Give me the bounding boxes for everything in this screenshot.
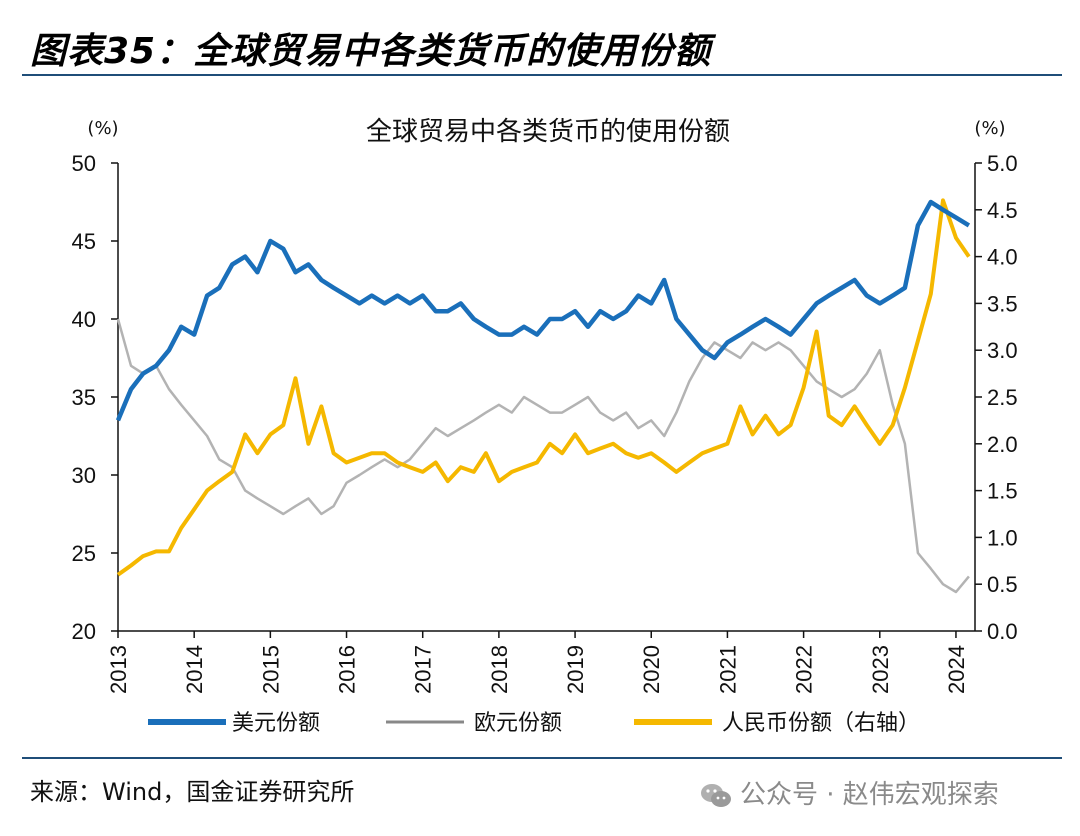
x-tick-label: 2023 bbox=[868, 645, 893, 694]
left-tick-label: 50 bbox=[72, 151, 96, 176]
series-line-2 bbox=[116, 198, 971, 577]
left-tick-label: 30 bbox=[72, 463, 96, 488]
line-chart: 20 25 30 35 40 45 50 0.0 0.5 1.0 1.5 2.0 2.5 3.0 3.5 4.… bbox=[72, 117, 1018, 736]
right-tick-label: 1.5 bbox=[987, 479, 1018, 504]
x-tick-label: 2020 bbox=[639, 645, 664, 694]
x-tick-label: 2022 bbox=[792, 645, 817, 694]
left-tick-label: 25 bbox=[72, 541, 96, 566]
chart-title: 全球贸易中各类货币的使用份额 bbox=[366, 117, 730, 147]
right-tick-label: 2.5 bbox=[987, 385, 1018, 410]
x-tick-label: 2019 bbox=[563, 645, 588, 694]
x-tick-label: 2016 bbox=[335, 645, 360, 694]
left-tick-label: 35 bbox=[72, 385, 96, 410]
watermark: 公众号 · 赵伟宏观探索 bbox=[700, 774, 999, 811]
chart-axes: 20 25 30 35 40 45 50 0.0 0.5 1.0 1.5 2.0 2.5 3.0 3.5 4.… bbox=[72, 151, 1018, 694]
x-tick-label: 2017 bbox=[411, 645, 436, 694]
right-tick-label: 4.5 bbox=[987, 198, 1018, 223]
x-tick-label: 2015 bbox=[258, 645, 283, 694]
right-tick-label: 4.0 bbox=[987, 245, 1018, 270]
left-tick-label: 40 bbox=[72, 307, 96, 332]
legend-label-0: 美元份额 bbox=[232, 711, 320, 736]
x-tick-label: 2021 bbox=[715, 645, 740, 694]
right-axis-unit: (%) bbox=[974, 118, 1005, 139]
right-tick-label: 3.0 bbox=[987, 338, 1018, 363]
source-note: 来源：Wind，国金证券研究所 bbox=[30, 778, 355, 806]
title-divider bbox=[22, 74, 1062, 76]
right-tick-label: 0.5 bbox=[987, 572, 1018, 597]
series-line-0 bbox=[115, 199, 971, 422]
left-axis-unit: (%) bbox=[87, 118, 118, 139]
legend-label-2: 人民币份额（右轴） bbox=[722, 711, 920, 736]
wechat-icon bbox=[701, 783, 731, 807]
footer-divider bbox=[22, 757, 1062, 759]
chart-series bbox=[115, 198, 971, 594]
left-tick-label: 45 bbox=[72, 229, 96, 254]
legend-label-1: 欧元份额 bbox=[474, 711, 562, 736]
right-tick-label: 1.0 bbox=[987, 525, 1018, 550]
right-tick-label: 3.5 bbox=[987, 291, 1018, 316]
x-tick-label: 2013 bbox=[106, 645, 131, 694]
figure-title: 图表35：全球贸易中各类货币的使用份额 bbox=[30, 31, 712, 72]
x-tick-label: 2014 bbox=[182, 645, 207, 694]
right-tick-label: 5.0 bbox=[987, 151, 1018, 176]
watermark-text: 公众号 · 赵伟宏观探索 bbox=[740, 780, 999, 810]
x-tick-label: 2018 bbox=[487, 645, 512, 694]
x-tick-label: 2024 bbox=[944, 645, 969, 694]
right-tick-label: 0.0 bbox=[987, 619, 1018, 644]
left-tick-label: 20 bbox=[72, 619, 96, 644]
right-tick-label: 2.0 bbox=[987, 432, 1018, 457]
chart-legend: 美元份额 欧元份额 人民币份额（右轴） bbox=[148, 711, 920, 736]
